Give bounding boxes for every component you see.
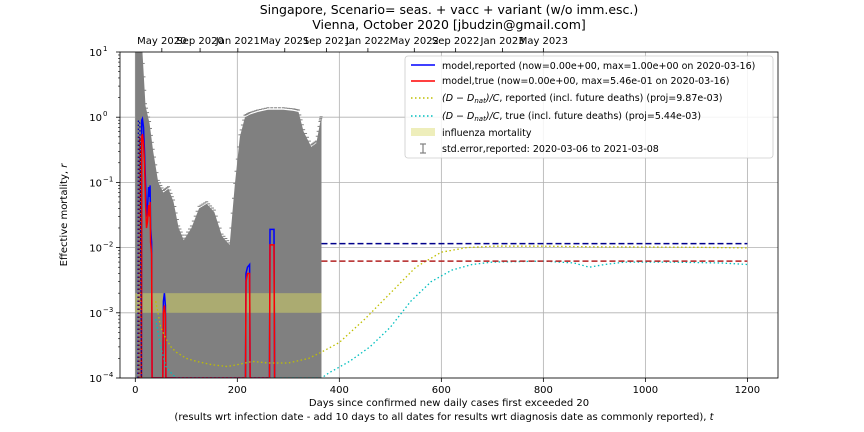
y-axis-label: Effective mortality, r bbox=[59, 163, 70, 267]
x-axis-label: Days since confirmed new daily cases fir… bbox=[309, 398, 589, 409]
chart-title-line2: Vienna, October 2020 [jbudzin@gmail.com] bbox=[312, 17, 586, 32]
top-tick-label: Sep 2020 bbox=[176, 36, 223, 47]
legend-label: influenza mortality bbox=[442, 128, 532, 139]
top-tick-label: Jan 2021 bbox=[215, 36, 260, 47]
x-axis-sublabel: (results wrt infection date - add 10 day… bbox=[174, 412, 714, 423]
y-tick-label: 10 bbox=[89, 113, 102, 124]
legend-entry-model-true: model,true (now=0.00e+00, max=5.46e-01 o… bbox=[411, 76, 729, 87]
y-tick-label: 10 bbox=[89, 374, 102, 385]
legend-label-ratio-reported: (D − Dnat)/C, reported (incl. future dea… bbox=[442, 93, 722, 105]
top-tick-label: May 2022 bbox=[390, 36, 439, 47]
top-tick-label: May 2020 bbox=[137, 36, 186, 47]
x-tick-label: 1200 bbox=[735, 385, 760, 396]
y-tick-exponent: −3 bbox=[103, 306, 113, 314]
x-axis-t-symbol: t bbox=[710, 412, 715, 423]
legend-label: std.error,reported: 2020-03-06 to 2021-0… bbox=[442, 144, 659, 155]
y-tick-exponent: −2 bbox=[103, 241, 113, 249]
y-tick-exponent: 0 bbox=[103, 110, 107, 118]
y-tick-label: 10 bbox=[89, 48, 102, 59]
y-axis-label-text: Effective mortality, bbox=[59, 168, 70, 267]
legend-entry-stderror: std.error,reported: 2020-03-06 to 2021-0… bbox=[420, 143, 659, 155]
x-tick-label: 1000 bbox=[633, 385, 658, 396]
legend-swatch bbox=[411, 128, 435, 136]
series-line bbox=[155, 260, 748, 378]
y-tick-exponent: −1 bbox=[103, 175, 113, 183]
stderror-caps bbox=[141, 62, 323, 244]
top-tick-label: Sep 2022 bbox=[432, 36, 479, 47]
x-tick-label: 0 bbox=[132, 385, 138, 396]
legend-box bbox=[404, 55, 774, 159]
x-tick-label: 400 bbox=[330, 385, 349, 396]
legend-entry-model-reported: model,reported (now=0.00e+00, max=1.00e+… bbox=[411, 61, 755, 72]
plot-area bbox=[135, 52, 748, 378]
y-axis-r-symbol: r bbox=[59, 163, 70, 168]
x-axis-ticks: 0 200 400 600 800 1000 1200 bbox=[132, 378, 760, 396]
top-tick-label: May 2021 bbox=[260, 36, 309, 47]
y-tick-label: 10 bbox=[89, 309, 102, 320]
legend-entry-ratio-reported: (D − Dnat)/C, reported (incl. future dea… bbox=[411, 93, 722, 105]
legend-label: model,true (now=0.00e+00, max=5.46e-01 o… bbox=[442, 76, 729, 87]
series-line bbox=[138, 136, 143, 378]
legend-label: model,reported (now=0.00e+00, max=1.00e+… bbox=[442, 61, 755, 72]
y-tick-label: 10 bbox=[89, 178, 102, 189]
legend-entry-influenza: influenza mortality bbox=[411, 128, 532, 139]
series-line bbox=[155, 245, 748, 368]
plot-frame bbox=[119, 51, 779, 379]
y-tick-exponent: −4 bbox=[103, 371, 114, 379]
x-tick-label: 600 bbox=[432, 385, 451, 396]
errorbar-icon bbox=[420, 143, 426, 154]
x-tick-label: 200 bbox=[228, 385, 247, 396]
legend: model,reported (now=0.00e+00, max=1.00e+… bbox=[404, 55, 774, 159]
x-tick-label: 800 bbox=[534, 385, 553, 396]
series-line bbox=[137, 119, 143, 378]
top-tick-label: May 2023 bbox=[519, 36, 568, 47]
y-tick-label: 10 bbox=[89, 244, 102, 255]
series-line bbox=[140, 133, 276, 378]
legend-label-ratio-true: (D − Dnat)/C, true (incl. future deaths)… bbox=[442, 111, 701, 123]
chart-title-line1: Singapore, Scenario= seas. + vacc + vari… bbox=[260, 2, 639, 17]
legend-entry-ratio-true: (D − Dnat)/C, true (incl. future deaths)… bbox=[411, 111, 701, 123]
y-tick-exponent: 1 bbox=[103, 45, 107, 53]
top-tick-label: Sep 2021 bbox=[303, 36, 350, 47]
top-tick-label: Jan 2022 bbox=[345, 36, 390, 47]
x-axis-sublabel-text: (results wrt infection date - add 10 day… bbox=[174, 412, 709, 423]
top-tick-label: Jan 2023 bbox=[480, 36, 525, 47]
